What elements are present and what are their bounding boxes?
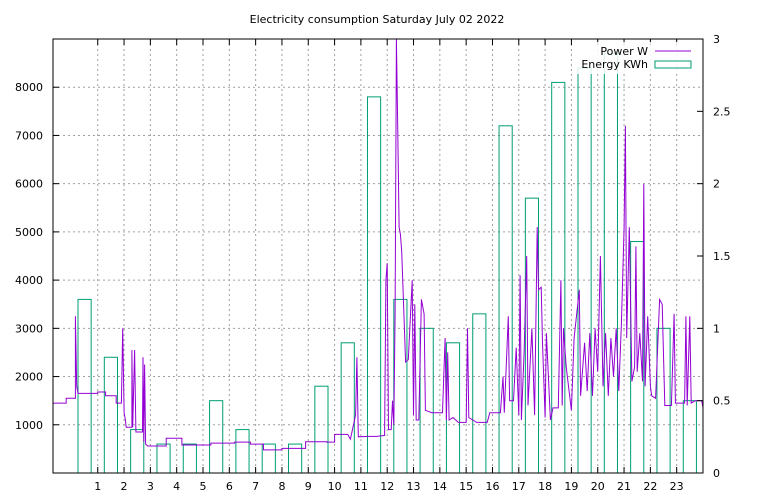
x-tick-label: 16 (485, 480, 499, 493)
energy-bar (235, 429, 250, 474)
power-line (53, 38, 704, 451)
y-left-tick-label: 4000 (15, 274, 43, 287)
y-right-tick-label: 1.5 (713, 250, 731, 263)
legend-box (572, 42, 700, 74)
x-tick-label: 2 (121, 480, 128, 493)
y-left-tick-label: 2000 (15, 371, 43, 384)
energy-bar (366, 96, 382, 474)
x-tick-label: 5 (200, 480, 207, 493)
y-right-tick-label: 0 (713, 467, 720, 480)
x-tick-label: 12 (380, 480, 394, 493)
energy-bar (261, 443, 276, 474)
x-tick-label: 3 (147, 480, 154, 493)
energy-bar (182, 443, 197, 474)
x-tick-label: 1 (94, 480, 101, 493)
y-right-tick-label: 1 (713, 322, 720, 335)
legend-swatch-energy (654, 60, 692, 69)
x-tick-label: 10 (328, 480, 342, 493)
energy-bar (209, 400, 224, 474)
x-tick-label: 8 (278, 480, 285, 493)
y-left-tick-label: 7000 (15, 129, 43, 142)
energy-bar (577, 67, 592, 474)
y-right-tick-label: 2 (713, 178, 720, 191)
x-tick-label: 19 (564, 480, 578, 493)
x-tick-label: 9 (305, 480, 312, 493)
x-tick-label: 18 (538, 480, 552, 493)
x-tick-label: 21 (617, 480, 631, 493)
energy-bar (314, 385, 329, 474)
chart-title: Electricity consumption Saturday July 02… (250, 13, 505, 26)
x-tick-label: 11 (354, 480, 368, 493)
energy-bar (340, 342, 355, 474)
x-tick-label: 22 (643, 480, 657, 493)
y-left-tick-label: 6000 (15, 178, 43, 191)
x-tick-label: 20 (591, 480, 605, 493)
energy-bar (419, 327, 434, 474)
energy-bar (393, 298, 408, 474)
legend: Power W Energy KWh (572, 42, 700, 74)
x-tick-label: 14 (433, 480, 447, 493)
energy-bar (682, 400, 697, 474)
x-tick-label: 7 (252, 480, 259, 493)
y-right-tick-label: 3 (713, 33, 720, 46)
y-left-tick-label: 5000 (15, 226, 43, 239)
energy-bar (103, 356, 118, 474)
y-right-tick-label: 2.5 (713, 105, 731, 118)
energy-bar (603, 52, 618, 474)
y-right-tick-label: 0.5 (713, 395, 731, 408)
x-tick-label: 6 (226, 480, 233, 493)
x-tick-label: 15 (459, 480, 473, 493)
energy-bar (551, 81, 566, 474)
x-tick-label: 17 (512, 480, 526, 493)
y-left-tick-label: 1000 (15, 419, 43, 432)
energy-bar (472, 313, 487, 474)
grid-lines (53, 39, 703, 473)
energy-bar (156, 443, 171, 474)
x-axis: 1 2 3 4 5 6 7 8 9 10 11 12 13 14 15 16 17 18 19 20 21 22 23 (94, 39, 684, 493)
legend-label-power: Power W (600, 45, 648, 58)
energy-bar (498, 125, 513, 474)
x-tick-label: 23 (670, 480, 684, 493)
y-axis-left: 1000 2000 3000 4000 5000 6000 7000 8000 (15, 81, 59, 432)
energy-bar (77, 298, 92, 474)
y-left-tick-label: 3000 (15, 322, 43, 335)
legend-label-energy: Energy KWh (581, 58, 648, 71)
energy-bar (130, 429, 145, 474)
y-axis-right: 0 0.5 1 1.5 2 2.5 3 (697, 33, 731, 480)
x-tick-label: 4 (173, 480, 180, 493)
x-tick-label: 13 (407, 480, 421, 493)
y-left-tick-label: 8000 (15, 81, 43, 94)
